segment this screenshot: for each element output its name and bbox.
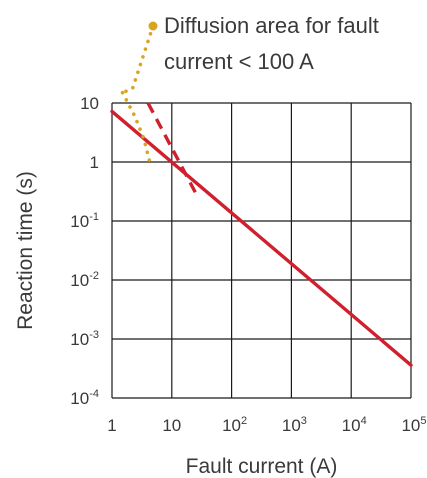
tick-exponent: 3 xyxy=(301,415,307,427)
tick-base: 10 xyxy=(342,416,361,435)
tick-base: 10 xyxy=(222,416,241,435)
grid xyxy=(111,102,412,399)
y-tick-label: 10-2 xyxy=(70,270,99,290)
x-axis-label: Fault current (A) xyxy=(186,455,338,478)
x-tick-label: 103 xyxy=(282,415,307,435)
tick-exponent: 5 xyxy=(420,415,426,427)
x-tick-label: 10 xyxy=(162,416,181,435)
dotted-leader-line xyxy=(120,90,153,167)
tick-base: 10 xyxy=(70,330,89,349)
tick-base: 1 xyxy=(107,416,116,435)
solid-series-line xyxy=(110,109,413,367)
tick-exponent: -3 xyxy=(89,329,99,341)
x-tick-label: 1 xyxy=(107,416,116,435)
x-axis-ticks: 1 10 102 103 104 105 xyxy=(107,415,426,435)
y-tick-label: 10 xyxy=(80,94,99,113)
tick-base: 10 xyxy=(162,416,181,435)
y-tick-label: 1 xyxy=(90,153,99,172)
tick-base: 10 xyxy=(70,389,89,408)
series-group xyxy=(110,24,413,367)
annotation-marker xyxy=(148,21,158,31)
tick-base: 10 xyxy=(80,94,99,113)
annotation-line-1: Diffusion area for fault xyxy=(164,13,379,38)
x-tick-label: 102 xyxy=(222,415,247,435)
tick-base: 1 xyxy=(90,153,99,172)
x-tick-label: 104 xyxy=(342,415,367,435)
tick-exponent: -2 xyxy=(89,270,99,282)
y-tick-label: 10-1 xyxy=(70,211,99,231)
tick-base: 10 xyxy=(70,271,89,290)
annotation: Diffusion area for fault current < 100 A xyxy=(148,13,379,74)
y-tick-label: 10-3 xyxy=(70,329,99,349)
y-tick-label: 10-4 xyxy=(70,388,99,408)
y-axis-label: Reaction time (s) xyxy=(14,171,37,330)
tick-exponent: 4 xyxy=(361,415,367,427)
annotation-line-2: current < 100 A xyxy=(164,49,314,74)
tick-exponent: 2 xyxy=(241,415,247,427)
x-tick-label: 105 xyxy=(401,415,426,435)
tick-base: 10 xyxy=(70,212,89,231)
tick-exponent: -1 xyxy=(89,211,99,223)
dotted-leader-line-top xyxy=(120,24,155,95)
tick-base: 10 xyxy=(401,416,420,435)
tick-exponent: -4 xyxy=(89,388,99,400)
tick-base: 10 xyxy=(282,416,301,435)
